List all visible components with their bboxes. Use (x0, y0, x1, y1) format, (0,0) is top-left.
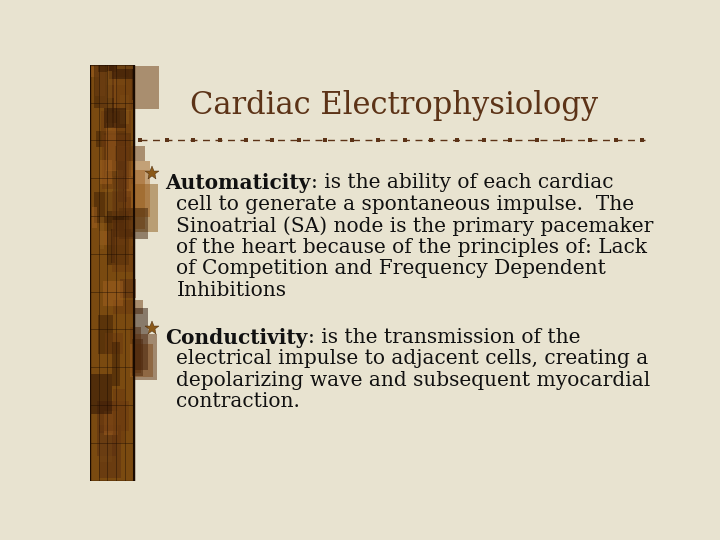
Bar (107, 36, 126, 85)
Bar (112, 191, 131, 216)
Bar (107, 66, 132, 110)
Text: Conductivity: Conductivity (166, 328, 307, 348)
Bar (107, 71, 112, 130)
Bar (92, 207, 96, 228)
Bar (103, 281, 122, 306)
Bar (99, 216, 104, 248)
Bar (106, 123, 117, 171)
Bar (132, 339, 143, 376)
Bar (125, 161, 150, 217)
Bar (127, 192, 132, 221)
Bar (115, 146, 145, 161)
Bar (131, 185, 158, 232)
Text: Inhibitions: Inhibitions (176, 281, 287, 300)
Bar (113, 300, 143, 314)
Bar (119, 208, 148, 239)
Text: : is the ability of each cardiac: : is the ability of each cardiac (310, 173, 613, 192)
Bar (90, 374, 112, 414)
Text: contraction.: contraction. (176, 393, 300, 411)
Bar (130, 327, 141, 373)
Bar (98, 315, 113, 354)
Bar (113, 389, 125, 443)
Text: depolarizing wave and subsequent myocardial: depolarizing wave and subsequent myocard… (176, 371, 651, 390)
Bar (99, 425, 121, 478)
Bar (99, 433, 112, 462)
Bar (131, 66, 159, 109)
Bar (102, 134, 129, 190)
Bar (117, 50, 134, 69)
Bar (114, 176, 133, 237)
Bar (107, 211, 129, 265)
Text: electrical impulse to adjacent cells, creating a: electrical impulse to adjacent cells, cr… (176, 349, 649, 368)
Bar (96, 131, 126, 147)
Text: Automaticity: Automaticity (166, 173, 310, 193)
Bar (107, 22, 130, 77)
Bar (124, 197, 131, 214)
Bar (91, 23, 99, 77)
Bar (105, 333, 123, 354)
Bar (101, 111, 130, 147)
Bar (132, 69, 135, 100)
Bar (96, 401, 116, 456)
Bar (95, 40, 105, 96)
Text: of Competition and Frequency Dependent: of Competition and Frequency Dependent (176, 259, 606, 279)
Bar (130, 344, 153, 377)
Text: Sinoatrial (SA) node is the primary pacemaker: Sinoatrial (SA) node is the primary pace… (176, 216, 654, 236)
Bar (98, 34, 107, 72)
Bar (104, 133, 132, 177)
Bar (94, 50, 114, 107)
Bar (99, 401, 129, 431)
Bar (94, 192, 124, 224)
Bar (112, 220, 133, 272)
Text: : is the transmission of the: : is the transmission of the (307, 328, 580, 347)
Bar (120, 95, 129, 124)
Text: Cardiac Electrophysiology: Cardiac Electrophysiology (190, 90, 598, 121)
Bar (109, 18, 135, 79)
Bar (120, 279, 136, 298)
Bar (99, 231, 125, 245)
Bar (108, 85, 114, 113)
Bar (104, 411, 119, 435)
Bar (100, 160, 112, 185)
Bar (133, 334, 157, 380)
Bar (90, 65, 133, 481)
Bar (104, 109, 127, 128)
Bar (125, 170, 145, 228)
Text: of the heart because of the principles of: Lack: of the heart because of the principles o… (176, 238, 647, 257)
Bar (107, 98, 114, 127)
Bar (105, 171, 122, 217)
Bar (112, 230, 115, 263)
Bar (118, 147, 127, 202)
Bar (131, 215, 134, 246)
Bar (133, 308, 148, 370)
Text: cell to generate a spontaneous impulse.  The: cell to generate a spontaneous impulse. … (176, 194, 634, 213)
Bar (99, 72, 117, 108)
Bar (112, 342, 120, 387)
